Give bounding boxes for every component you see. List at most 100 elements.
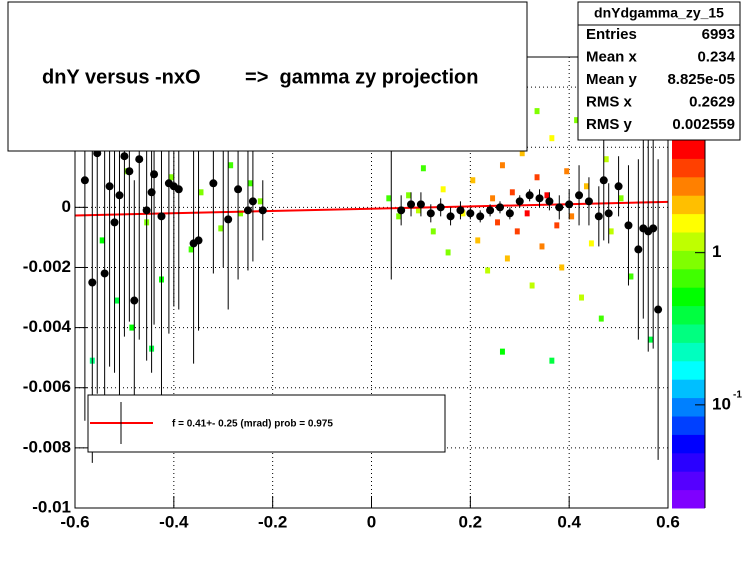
cell [559, 264, 565, 271]
palette-step [672, 250, 705, 270]
cell [495, 219, 500, 226]
cell [603, 156, 609, 163]
cell [499, 348, 505, 355]
profile-point [535, 194, 544, 203]
y-tick-label: -0.01 [32, 497, 71, 516]
x-tick-label: 0.6 [656, 512, 680, 531]
profile-point [426, 209, 435, 218]
cell [445, 249, 451, 256]
palette-step [672, 471, 705, 491]
stats-value: 0.234 [697, 48, 735, 65]
cell [188, 246, 194, 253]
cell [529, 282, 535, 289]
palette-step [672, 287, 705, 307]
profile-point [120, 152, 129, 161]
palette-step [672, 452, 705, 472]
y-tick-label: -0.002 [23, 257, 71, 276]
profile-point [456, 206, 465, 215]
cell [554, 222, 560, 229]
cell [583, 183, 589, 190]
profile-point [130, 296, 139, 305]
stats-label: RMS y [586, 116, 633, 133]
profile-point [614, 182, 623, 191]
palette-step [672, 434, 705, 454]
palette-step [672, 324, 705, 343]
profile-point [100, 269, 109, 278]
profile-point [594, 212, 603, 221]
cell [440, 186, 446, 193]
stats-label: Mean x [586, 48, 638, 65]
palette: 1 10 -1 [672, 140, 742, 509]
y-tick-label: -0.004 [23, 317, 72, 336]
axes: -0.6 -0.4 -0.2 0 0.2 0.4 0.6 -0.01 -0.008 -0.006 -… [23, 77, 680, 532]
cell [99, 237, 105, 244]
cell [485, 267, 491, 274]
profile-point [105, 182, 114, 191]
palette-label: 1 [712, 242, 721, 261]
palette-step [672, 195, 705, 215]
cell [549, 357, 555, 364]
cell [114, 297, 120, 304]
profile-point [565, 200, 574, 209]
chart-title: dnY versus -nxO => gamma zy projection [42, 66, 478, 88]
cell [588, 240, 594, 247]
cell [168, 174, 174, 181]
cell [579, 294, 584, 301]
palette-step [672, 232, 705, 251]
profile-point [525, 191, 534, 200]
cell [534, 174, 540, 181]
cell [470, 177, 476, 184]
palette-step [672, 305, 705, 325]
stats-value: 8.825e-05 [667, 71, 735, 88]
profile-point [466, 209, 475, 218]
palette-step [672, 416, 705, 435]
cell [574, 117, 580, 124]
profile-point [209, 179, 218, 188]
cell [257, 198, 263, 205]
cell [539, 243, 545, 250]
stats-name: dnYdgamma_zy_15 [594, 5, 724, 21]
cell [218, 225, 224, 232]
cell [544, 192, 550, 199]
cell [238, 210, 244, 217]
palette-label: 10 [712, 394, 731, 413]
cell [504, 255, 510, 262]
cell [386, 195, 392, 202]
y-tick-label: -0.008 [23, 437, 71, 456]
cell [514, 228, 520, 235]
cell [564, 168, 570, 175]
cell [420, 165, 426, 172]
x-tick-label: -0.2 [258, 512, 287, 531]
profile-point [505, 209, 514, 218]
cell [648, 336, 654, 343]
cell [608, 228, 614, 235]
profile-point [416, 200, 425, 209]
profile-point [142, 206, 151, 215]
cell [228, 162, 234, 169]
palette-exponent: -1 [733, 389, 742, 400]
profile-point [258, 206, 267, 215]
profile-point [515, 197, 524, 206]
cell [618, 195, 624, 202]
cell [247, 180, 253, 187]
profile-point [649, 224, 658, 233]
cell [129, 324, 135, 331]
y-tick-label: 0 [62, 197, 71, 216]
profile-point [555, 203, 564, 212]
profile-point [495, 203, 504, 212]
profile-point [624, 221, 633, 230]
stats-value: 0.2629 [689, 93, 735, 110]
profile-point [157, 212, 166, 221]
cell [519, 150, 525, 157]
palette-step [672, 342, 705, 362]
x-tick-label: 0.4 [557, 512, 581, 531]
profile-point [436, 203, 445, 212]
profile-point [234, 185, 243, 194]
profile-point [476, 212, 485, 221]
palette-step [672, 140, 705, 159]
profile-point [575, 191, 584, 200]
cell [499, 162, 505, 169]
profile-point [110, 218, 119, 227]
fit-label: f = 0.41+- 0.25 (mrad) prob = 0.975 [172, 419, 333, 430]
